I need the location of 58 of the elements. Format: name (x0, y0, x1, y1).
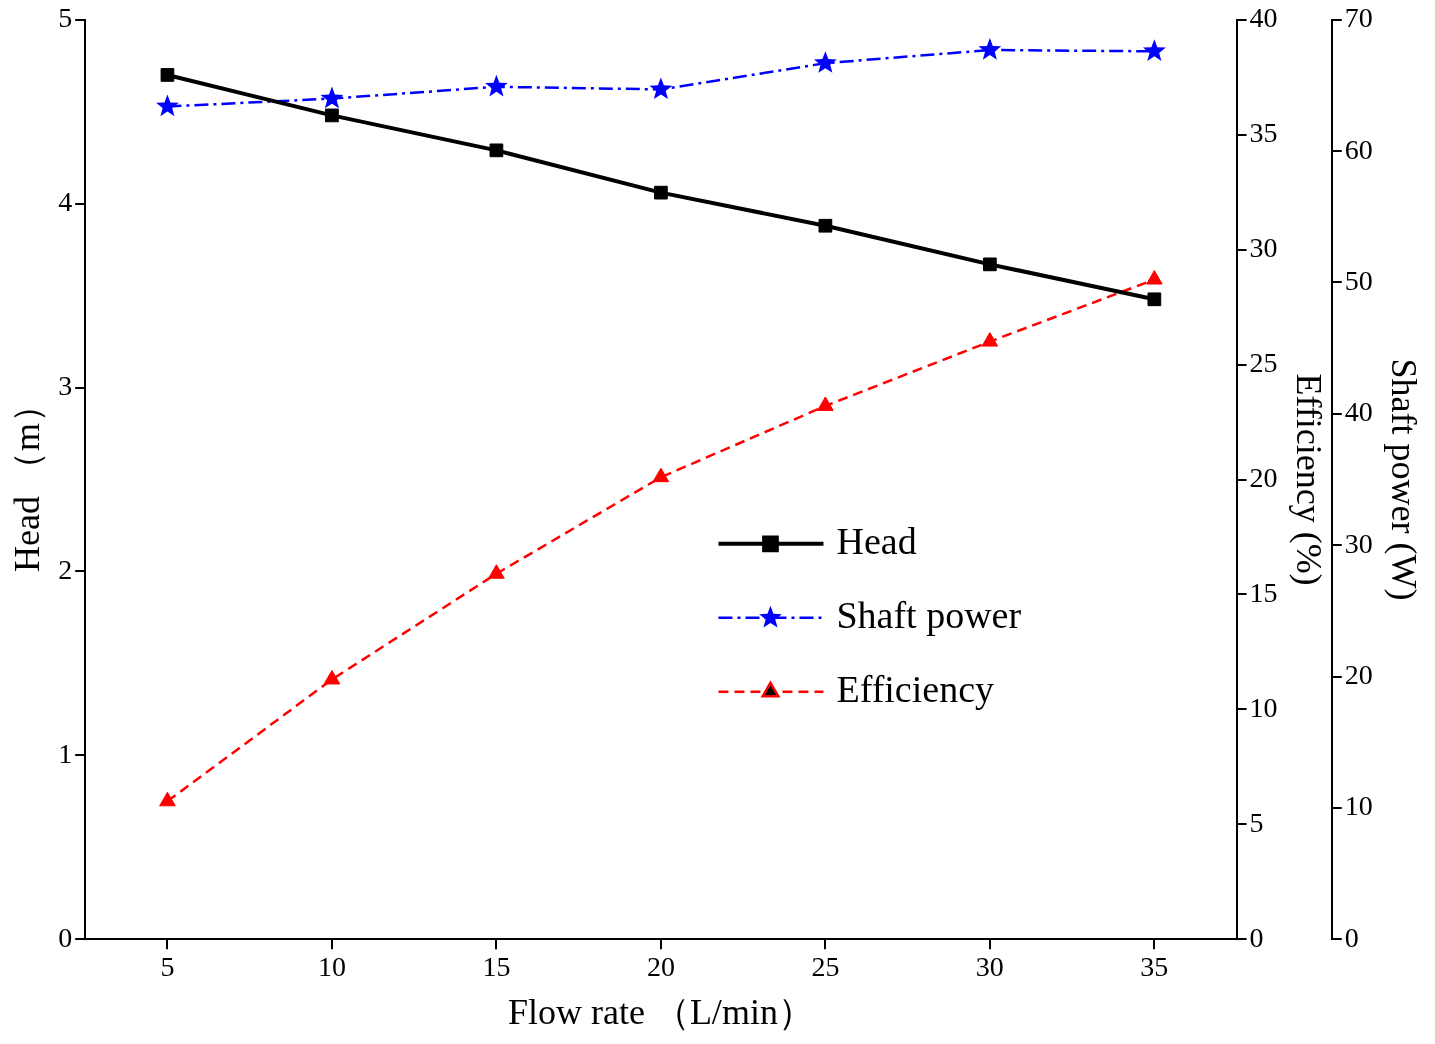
point (323, 669, 341, 685)
legend-label: Head (836, 519, 917, 562)
y2-tick-label: 0 (1249, 921, 1264, 953)
y3-axis-title: Shaft power (W) (1383, 358, 1424, 601)
point (159, 791, 176, 807)
y-tick-label: 5 (58, 2, 73, 34)
x-tick-label: 5 (160, 951, 175, 983)
y3-tick-label: 50 (1344, 264, 1373, 296)
point (488, 564, 505, 579)
y2-tick-label: 40 (1249, 2, 1278, 34)
point (156, 94, 179, 117)
x-tick-label: 30 (975, 951, 1004, 983)
y3-tick-label: 60 (1344, 133, 1373, 165)
x-tick-label: 20 (646, 951, 675, 983)
point (1142, 39, 1166, 62)
y2-axis-title: Efficiency (%) (1288, 373, 1329, 586)
y-tick-label: 2 (58, 553, 73, 585)
point (649, 77, 673, 100)
y3-tick-label: 20 (1344, 658, 1373, 690)
point (1147, 292, 1162, 307)
y-tick-label: 0 (58, 921, 73, 953)
point (981, 332, 999, 347)
legend-label: Efficiency (836, 667, 995, 710)
point (978, 38, 1002, 60)
x-axis-title: Flow rate （L/min） (507, 991, 814, 1032)
y3-tick-label: 40 (1344, 396, 1373, 428)
y3-tick-label: 30 (1344, 527, 1373, 559)
legend-label: Shaft power (836, 593, 1022, 636)
x-tick-label: 25 (811, 951, 840, 983)
x-tick-label: 10 (317, 951, 346, 983)
point (654, 185, 668, 200)
x-tick-label: 15 (482, 951, 511, 983)
y-tick-label: 4 (58, 186, 73, 218)
y2-tick-label: 5 (1249, 806, 1264, 838)
point (160, 68, 175, 82)
y2-tick-label: 10 (1249, 691, 1278, 723)
point (652, 467, 670, 483)
point (813, 51, 837, 73)
point (817, 396, 834, 411)
y-tick-label: 3 (58, 369, 73, 401)
y3-tick-label: 70 (1344, 2, 1373, 34)
y3-tick-label: 10 (1344, 790, 1373, 822)
y2-tick-label: 30 (1249, 232, 1278, 264)
point (1146, 270, 1163, 285)
point (983, 257, 997, 272)
y2-tick-label: 35 (1249, 117, 1278, 149)
point (485, 74, 508, 97)
x-tick-label: 35 (1140, 951, 1169, 983)
y3-tick-label: 0 (1344, 921, 1359, 953)
point (325, 108, 339, 123)
y2-tick-label: 25 (1249, 346, 1278, 378)
y2-tick-label: 20 (1249, 461, 1278, 493)
y-axis-title: Head （m） (7, 387, 48, 572)
point (320, 86, 344, 109)
y2-tick-label: 15 (1249, 576, 1278, 608)
y-tick-label: 1 (58, 737, 73, 769)
point (489, 143, 504, 158)
point (818, 218, 833, 233)
